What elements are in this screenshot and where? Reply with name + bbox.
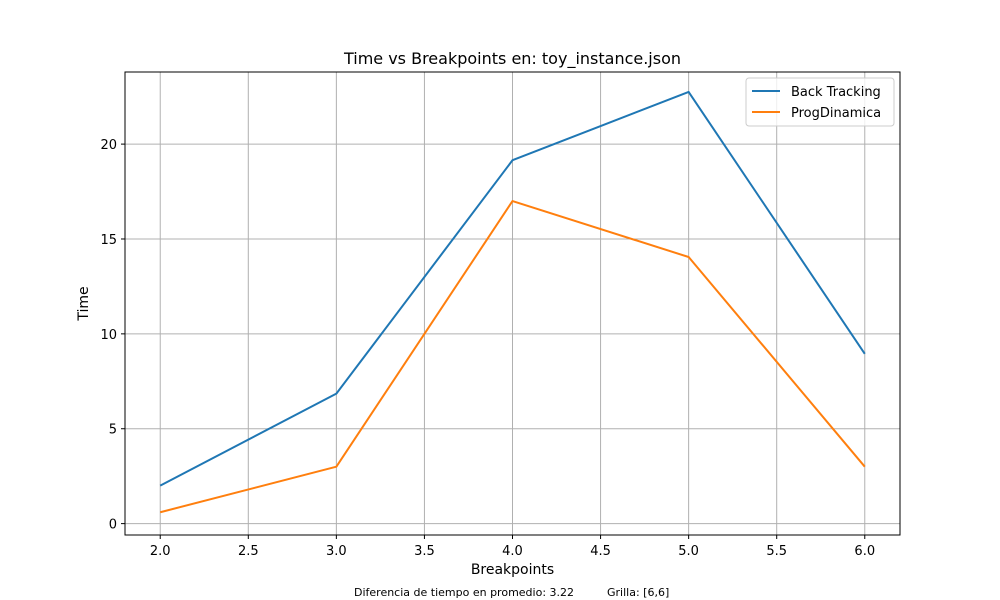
y-tick-label: 20 bbox=[100, 138, 117, 153]
legend-label: Back Tracking bbox=[791, 85, 881, 100]
x-tick-label: 2.0 bbox=[150, 544, 171, 559]
series-lines bbox=[159, 90, 866, 514]
footer-grid-size: Grilla: [6,6] bbox=[607, 586, 670, 599]
y-axis-label: Time bbox=[76, 286, 92, 321]
x-tick-label: 4.5 bbox=[590, 544, 611, 559]
y-tick-label: 0 bbox=[109, 518, 117, 533]
x-tick-label: 2.5 bbox=[238, 544, 259, 559]
x-tick-label: 4.0 bbox=[502, 544, 523, 559]
x-axis-label: Breakpoints bbox=[471, 562, 554, 578]
legend: Back Tracking ProgDinamica bbox=[745, 77, 895, 127]
legend-box bbox=[745, 77, 895, 127]
x-tick-label: 3.5 bbox=[414, 544, 435, 559]
chart-title: Time vs Breakpoints en: toy_instance.jso… bbox=[343, 49, 681, 69]
grid-lines bbox=[125, 72, 900, 535]
x-tick-label: 5.0 bbox=[678, 544, 699, 559]
y-tick-label: 10 bbox=[100, 328, 117, 343]
series-line bbox=[159, 200, 866, 514]
series-line bbox=[159, 90, 866, 487]
x-tick-label: 6.0 bbox=[854, 544, 875, 559]
axis-ticks: 2.0 2.5 3.0 3.5 4.0 4.5 5.0 5.5 6.0 0 5 10 15 20 bbox=[100, 138, 875, 559]
footer: Diferencia de tiempo en promedio: 3.22 G… bbox=[0, 586, 1000, 600]
x-tick-label: 5.5 bbox=[766, 544, 787, 559]
y-tick-label: 5 bbox=[109, 423, 117, 438]
footer-average-difference: Diferencia de tiempo en promedio: 3.22 bbox=[354, 586, 575, 599]
y-tick-label: 15 bbox=[100, 233, 117, 248]
x-tick-label: 3.0 bbox=[326, 544, 347, 559]
legend-label: ProgDinamica bbox=[791, 106, 881, 121]
